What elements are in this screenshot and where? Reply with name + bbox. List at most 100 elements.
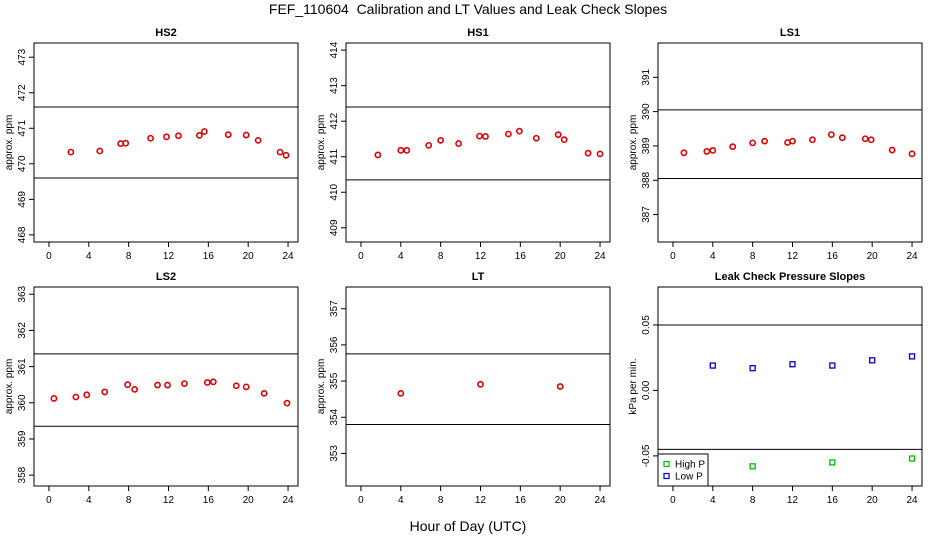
data-point bbox=[709, 146, 717, 154]
y-tick-label: 473 bbox=[17, 48, 28, 65]
x-tick-label: 0 bbox=[358, 251, 364, 262]
x-tick-label: 0 bbox=[670, 251, 676, 262]
x-tick-label: 0 bbox=[670, 495, 676, 506]
y-tick-label: 472 bbox=[17, 84, 28, 101]
x-tick-label: 24 bbox=[282, 495, 294, 506]
data-point bbox=[403, 146, 411, 154]
y-axis-label: kPa per min. bbox=[628, 358, 639, 414]
data-point bbox=[838, 134, 846, 142]
y-tick-label: 411 bbox=[329, 148, 340, 164]
x-tick-label: 24 bbox=[282, 251, 294, 262]
data-point bbox=[397, 146, 405, 154]
x-tick-label: 12 bbox=[163, 251, 175, 262]
panel-title: LT bbox=[472, 271, 485, 283]
x-tick-label: 12 bbox=[163, 495, 175, 506]
data-point bbox=[425, 141, 433, 149]
data-point bbox=[397, 389, 405, 397]
x-tick-label: 12 bbox=[787, 251, 799, 262]
x-tick-label: 12 bbox=[475, 495, 487, 506]
data-point bbox=[195, 131, 203, 139]
data-point bbox=[67, 148, 75, 156]
legend-label: Low P bbox=[675, 472, 703, 483]
panel-3: LS1 0 4 8 12 16 20 24 387 388 389 390 391 approx. ppm bbox=[628, 27, 923, 262]
x-tick-label: 20 bbox=[867, 251, 879, 262]
plot-frame bbox=[345, 42, 611, 243]
data-point bbox=[122, 139, 130, 147]
data-point bbox=[908, 455, 916, 462]
data-point bbox=[504, 130, 512, 138]
x-tick-label: 16 bbox=[827, 495, 839, 506]
x-tick-label: 24 bbox=[594, 251, 606, 262]
x-tick-label: 20 bbox=[243, 251, 255, 262]
y-tick-label: 413 bbox=[329, 77, 340, 94]
y-tick-label: 0.05 bbox=[641, 315, 652, 335]
data-point bbox=[789, 137, 796, 145]
data-point bbox=[164, 381, 171, 389]
data-point bbox=[703, 148, 711, 155]
data-point bbox=[147, 134, 154, 142]
x-tick-label: 4 bbox=[398, 251, 404, 262]
y-tick-label: 360 bbox=[17, 394, 28, 411]
data-point bbox=[276, 148, 284, 156]
data-point bbox=[827, 131, 835, 139]
data-point bbox=[101, 388, 109, 396]
data-point bbox=[861, 135, 869, 143]
data-point bbox=[200, 128, 208, 135]
data-point bbox=[532, 134, 540, 142]
data-point bbox=[680, 149, 688, 157]
data-point bbox=[175, 132, 182, 140]
data-point bbox=[232, 382, 240, 390]
plot-frame bbox=[657, 42, 923, 243]
data-point bbox=[908, 150, 916, 158]
x-tick-label: 8 bbox=[750, 251, 756, 262]
data-point bbox=[437, 136, 445, 144]
x-tick-label: 12 bbox=[787, 495, 799, 506]
y-tick-label: -0.05 bbox=[641, 444, 652, 467]
x-tick-label: 8 bbox=[438, 495, 444, 506]
y-tick-label: 0.00 bbox=[641, 380, 652, 400]
data-point bbox=[596, 150, 604, 158]
data-point bbox=[515, 127, 523, 135]
data-point bbox=[374, 151, 382, 159]
x-tick-label: 0 bbox=[46, 251, 52, 262]
panel-1: HS2 0 4 8 12 16 20 24 468 469 470 471 472 473 approx. … bbox=[4, 27, 299, 262]
y-tick-label: 355 bbox=[329, 372, 340, 389]
panel-title: LS1 bbox=[780, 27, 800, 39]
panel-title: HS1 bbox=[467, 27, 488, 39]
data-point bbox=[209, 378, 217, 386]
x-tick-label: 8 bbox=[750, 495, 756, 506]
x-tick-label: 4 bbox=[398, 495, 404, 506]
y-tick-label: 387 bbox=[641, 206, 652, 223]
data-point bbox=[554, 131, 562, 139]
data-point bbox=[709, 362, 716, 369]
data-point bbox=[789, 361, 796, 368]
x-tick-label: 20 bbox=[555, 251, 567, 262]
x-tick-label: 12 bbox=[475, 251, 487, 262]
y-tick-label: 469 bbox=[17, 191, 28, 208]
y-tick-label: 390 bbox=[641, 103, 652, 120]
data-point bbox=[749, 365, 756, 372]
x-tick-label: 8 bbox=[126, 251, 132, 262]
data-point bbox=[749, 463, 756, 470]
data-point bbox=[131, 385, 139, 393]
y-axis-label: approx. ppm bbox=[4, 115, 15, 171]
y-tick-label: 470 bbox=[17, 155, 28, 172]
y-tick-label: 353 bbox=[329, 445, 340, 462]
data-point bbox=[869, 357, 876, 364]
data-point bbox=[154, 381, 161, 389]
y-tick-label: 363 bbox=[17, 285, 28, 302]
y-axis-label: approx. ppm bbox=[316, 359, 327, 415]
data-point bbox=[867, 136, 875, 144]
x-tick-label: 0 bbox=[358, 495, 364, 506]
panel-2: HS1 0 4 8 12 16 20 24 409 410 411 412 413 414 approx. … bbox=[316, 27, 611, 262]
y-tick-label: 391 bbox=[641, 69, 652, 86]
y-tick-label: 389 bbox=[641, 137, 652, 154]
x-tick-label: 0 bbox=[46, 495, 52, 506]
panel-title: Leak Check Pressure Slopes bbox=[715, 271, 865, 283]
y-tick-label: 471 bbox=[17, 120, 28, 137]
y-tick-label: 410 bbox=[329, 183, 340, 200]
data-point bbox=[829, 362, 836, 369]
data-point bbox=[584, 149, 592, 157]
data-point bbox=[476, 132, 483, 140]
